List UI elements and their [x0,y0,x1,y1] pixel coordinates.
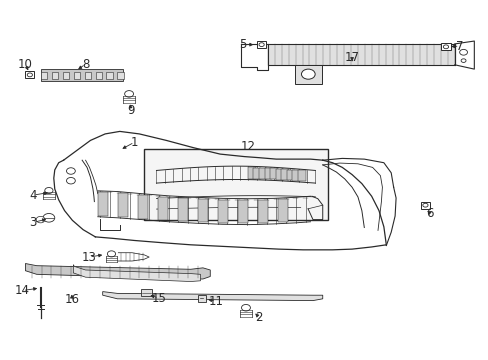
Bar [258,200,267,223]
Bar [264,168,272,179]
Circle shape [259,43,264,46]
Circle shape [124,91,133,97]
Bar [197,295,206,302]
Bar [420,202,429,209]
Text: 16: 16 [64,293,79,306]
Circle shape [301,69,315,79]
Bar [52,72,58,79]
Text: 2: 2 [255,311,263,324]
Bar [25,71,34,78]
Circle shape [443,45,447,49]
Polygon shape [25,264,210,279]
Text: 17: 17 [344,51,359,64]
Bar [41,72,47,79]
Circle shape [43,213,55,222]
Text: 12: 12 [241,140,255,153]
Bar [74,72,80,79]
Bar [141,289,151,296]
Bar [278,199,287,222]
Bar [178,198,187,221]
Bar [441,43,450,50]
Bar [106,72,113,79]
Text: 9: 9 [127,104,135,117]
Text: 4: 4 [29,189,37,202]
Bar [275,169,283,180]
Bar [257,41,265,48]
Bar [41,69,122,81]
Bar [259,168,266,179]
Circle shape [460,59,465,62]
Bar [247,167,255,179]
Bar [84,72,91,79]
Circle shape [459,49,467,55]
Bar [138,195,147,219]
Circle shape [27,73,32,77]
Circle shape [66,168,75,174]
Bar [218,200,227,223]
Bar [118,193,127,217]
Bar [117,72,123,79]
Text: 1: 1 [130,136,138,149]
Bar [297,170,305,181]
Text: 7: 7 [455,40,463,53]
Bar [63,72,69,79]
Text: 15: 15 [151,292,166,305]
Bar [294,65,321,84]
Circle shape [45,188,53,194]
Circle shape [107,251,115,257]
Circle shape [422,203,427,207]
Text: 5: 5 [238,38,246,51]
Bar [286,170,294,180]
Bar [253,168,261,179]
Text: 6: 6 [426,207,433,220]
Bar [198,199,207,222]
Bar [281,169,288,180]
Bar [269,168,277,179]
Bar [144,149,327,220]
Circle shape [66,177,75,184]
Polygon shape [73,265,200,282]
Bar [158,197,167,220]
Text: 14: 14 [15,284,30,297]
Text: 11: 11 [208,295,223,308]
Text: 8: 8 [81,58,89,71]
Bar [292,170,300,181]
Bar [95,72,102,79]
Bar [98,192,107,216]
Bar [238,200,247,224]
Bar [267,44,454,65]
Text: 13: 13 [81,251,96,264]
Circle shape [241,305,250,311]
Circle shape [36,216,45,223]
Polygon shape [102,292,322,301]
Text: 3: 3 [29,216,37,229]
Text: 10: 10 [18,58,33,71]
